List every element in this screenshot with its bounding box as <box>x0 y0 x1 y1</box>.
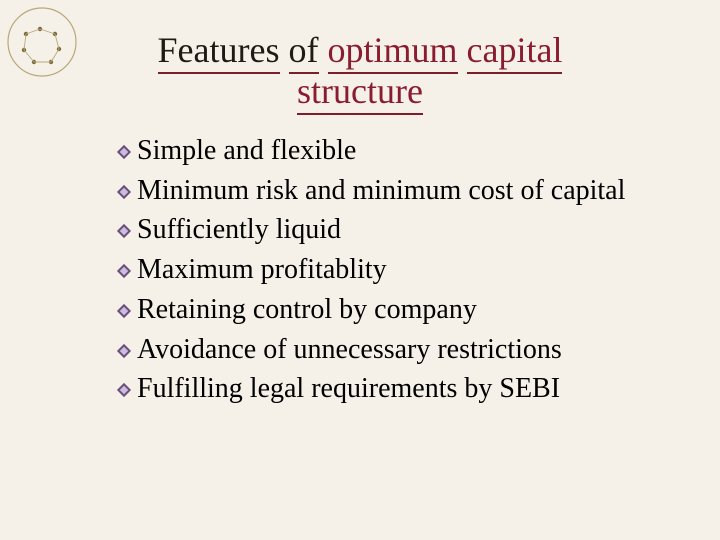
diamond-bullet-icon <box>115 381 133 399</box>
diamond-bullet-icon <box>115 302 133 320</box>
title-word-structure: structure <box>297 71 423 115</box>
bullet-item: Sufficiently liquid <box>115 210 650 250</box>
bullet-text: Retaining control by company <box>137 294 477 325</box>
diamond-bullet-icon <box>115 262 133 280</box>
bullet-item: Simple and flexible <box>115 131 650 171</box>
bullet-text: Avoidance of unnecessary restrictions <box>137 334 562 365</box>
diamond-bullet-icon <box>115 143 133 161</box>
bullet-text: Maximum profitablity <box>137 254 387 285</box>
bullet-item: Fulfilling legal requirements by SEBI <box>115 369 650 409</box>
slide-title: Features of optimum capital structure <box>60 30 660 113</box>
bullet-item: Avoidance of unnecessary restrictions <box>115 330 650 370</box>
diamond-bullet-icon <box>115 183 133 201</box>
bullet-item: Minimum risk and minimum cost of capital <box>115 171 650 211</box>
bullet-item: Maximum profitablity <box>115 250 650 290</box>
bullet-text: Simple and flexible <box>137 135 356 166</box>
bullet-item: Retaining control by company <box>115 290 650 330</box>
title-word-capital: capital <box>467 30 563 74</box>
title-word-optimum: optimum <box>328 30 458 74</box>
bullet-text: Minimum risk and minimum cost of capital <box>137 175 625 206</box>
diamond-bullet-icon <box>115 222 133 240</box>
bullet-list: Simple and flexible Minimum risk and min… <box>60 131 660 409</box>
slide: Features of optimum capital structure Si… <box>0 0 720 540</box>
title-word-of: of <box>289 30 319 74</box>
title-word-features: Features <box>158 30 280 74</box>
bullet-text: Sufficiently liquid <box>137 214 341 245</box>
bullet-text: Fulfilling legal requirements by SEBI <box>137 373 560 404</box>
diamond-bullet-icon <box>115 342 133 360</box>
